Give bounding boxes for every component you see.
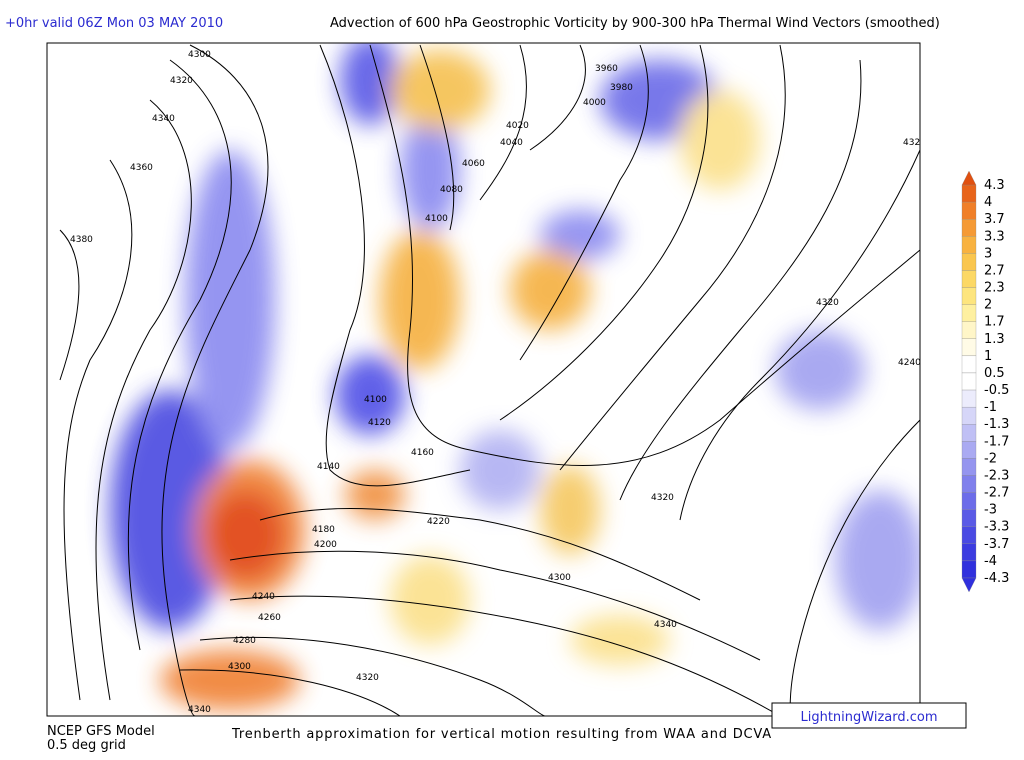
note: Trenberth approximation for vertical mot… bbox=[231, 727, 772, 742]
colorbar-swatch bbox=[961, 219, 977, 237]
colorbar-label: -2 bbox=[984, 451, 997, 466]
shading bbox=[110, 43, 920, 710]
contour-label: 4320 bbox=[356, 673, 379, 683]
contour-label: 3980 bbox=[610, 83, 633, 93]
contour-label: 4260 bbox=[258, 613, 281, 623]
run-label: +0hr valid 06Z Mon 03 MAY 2010 bbox=[5, 16, 223, 31]
contour-label: 4080 bbox=[440, 185, 463, 195]
colorbar-swatch bbox=[961, 424, 977, 442]
colorbar-swatch bbox=[961, 304, 977, 322]
colorbar-label: -3.3 bbox=[984, 520, 1009, 535]
colorbar-swatch bbox=[961, 270, 977, 288]
colorbar-label: 2 bbox=[984, 298, 992, 313]
contour-label: 4340 bbox=[188, 705, 211, 715]
contour-label: 4060 bbox=[462, 159, 485, 169]
colorbar-label: -1.3 bbox=[984, 417, 1009, 432]
colorbar-label: -2.7 bbox=[984, 486, 1009, 501]
colorbar-swatch bbox=[961, 372, 977, 391]
colorbar-swatch bbox=[961, 492, 977, 510]
colorbar-label: -3 bbox=[984, 503, 997, 518]
colorbar-swatch bbox=[961, 201, 977, 220]
colorbar-label: -3.7 bbox=[984, 537, 1009, 552]
contour-label: 4100 bbox=[425, 214, 448, 224]
colorbar-swatch bbox=[961, 543, 977, 562]
colorbar-label: 4.3 bbox=[984, 178, 1005, 193]
contour-label: 4320 bbox=[651, 493, 674, 503]
map-frame bbox=[46, 42, 921, 717]
colorbar-swatch bbox=[961, 184, 977, 203]
colorbar-swatch bbox=[961, 509, 977, 527]
contour-label: 4160 bbox=[411, 448, 434, 458]
colorbar-swatch bbox=[961, 338, 977, 357]
contour-label: 4200 bbox=[314, 540, 337, 550]
contours bbox=[59, 44, 920, 716]
contour-label: 4240 bbox=[898, 358, 921, 368]
colorbar-label: 2.3 bbox=[984, 281, 1005, 296]
colorbar-label: 3 bbox=[984, 246, 992, 261]
colorbar-swatch bbox=[961, 355, 977, 374]
contour-labels: 4300 4320 4340 4360 4380 3960 3980 4000 4020 4040… bbox=[70, 50, 921, 715]
contour-label: 4380 bbox=[70, 235, 93, 245]
contour-label: 4000 bbox=[583, 98, 606, 108]
contour-label: 4020 bbox=[506, 121, 529, 131]
colorbar-label: 1.7 bbox=[984, 315, 1005, 330]
colorbar-label: 3.7 bbox=[984, 212, 1005, 227]
contour-label: 4100 bbox=[364, 395, 387, 405]
contour-label: 4040 bbox=[500, 138, 523, 148]
grid-label: 0.5 deg grid bbox=[47, 738, 126, 753]
colorbar-label: 1.3 bbox=[984, 332, 1005, 347]
contour-label: 432 bbox=[903, 138, 920, 148]
colorbar-swatch bbox=[961, 475, 977, 493]
contour-label: 4300 bbox=[548, 573, 571, 583]
contour-label: 3960 bbox=[595, 64, 618, 74]
colorbar-swatch bbox=[961, 526, 977, 544]
colorbar-label: -4 bbox=[984, 554, 997, 569]
contour-label: 4300 bbox=[228, 662, 251, 672]
title: Advection of 600 hPa Geostrophic Vortici… bbox=[330, 16, 940, 31]
colorbar-swatch bbox=[961, 287, 977, 305]
colorbar-swatch bbox=[961, 441, 977, 459]
colorbar-arrow-bottom bbox=[961, 577, 977, 593]
site-box bbox=[771, 702, 967, 729]
colorbar-swatch bbox=[961, 389, 977, 408]
model-label: NCEP GFS Model bbox=[47, 724, 155, 739]
contour-label: 4320 bbox=[816, 298, 839, 308]
colorbar-swatch bbox=[961, 236, 977, 254]
colorbar-label: -2.3 bbox=[984, 468, 1009, 483]
contour-label: 4140 bbox=[317, 462, 340, 472]
colorbar-swatch bbox=[961, 321, 977, 339]
contour-label: 4120 bbox=[368, 418, 391, 428]
contour-label: 4360 bbox=[130, 163, 153, 173]
colorbar-label: -4.3 bbox=[984, 571, 1009, 586]
colorbar-swatch bbox=[961, 458, 977, 476]
contour-label: 4340 bbox=[654, 620, 677, 630]
contour-label: 4340 bbox=[152, 114, 175, 124]
colorbar-label: 2.7 bbox=[984, 263, 1005, 278]
contour-label: 4220 bbox=[427, 517, 450, 527]
contour-label: 4240 bbox=[252, 592, 275, 602]
contour-label: 4300 bbox=[188, 50, 211, 60]
colorbar-label: -1.7 bbox=[984, 434, 1009, 449]
colorbar-label: -1 bbox=[984, 400, 997, 415]
colorbar-swatch bbox=[961, 253, 977, 271]
contour-label: 4180 bbox=[312, 525, 335, 535]
contour-label: 4320 bbox=[170, 76, 193, 86]
colorbar-swatch bbox=[961, 560, 977, 579]
colorbar-arrow-top bbox=[961, 170, 977, 186]
contour-label: 4280 bbox=[233, 636, 256, 646]
map: 4300 4320 4340 4360 4380 3960 3980 4000 4020 4040… bbox=[47, 43, 921, 716]
colorbar-label: 4 bbox=[984, 195, 992, 210]
colorbar-label: 3.3 bbox=[984, 229, 1005, 244]
colorbar-label: -0.5 bbox=[984, 383, 1009, 398]
colorbar-label: 1 bbox=[984, 349, 992, 364]
colorbar-swatch bbox=[961, 406, 977, 425]
colorbar: 4.3 4 3.7 3.3 3 2.7 2.3 2 1.7 1.3 1 0.5 -0.5 -1 -1.3 -1… bbox=[961, 170, 1009, 593]
colorbar-label: 0.5 bbox=[984, 366, 1005, 381]
site-label: LightningWizard.com bbox=[800, 710, 937, 725]
